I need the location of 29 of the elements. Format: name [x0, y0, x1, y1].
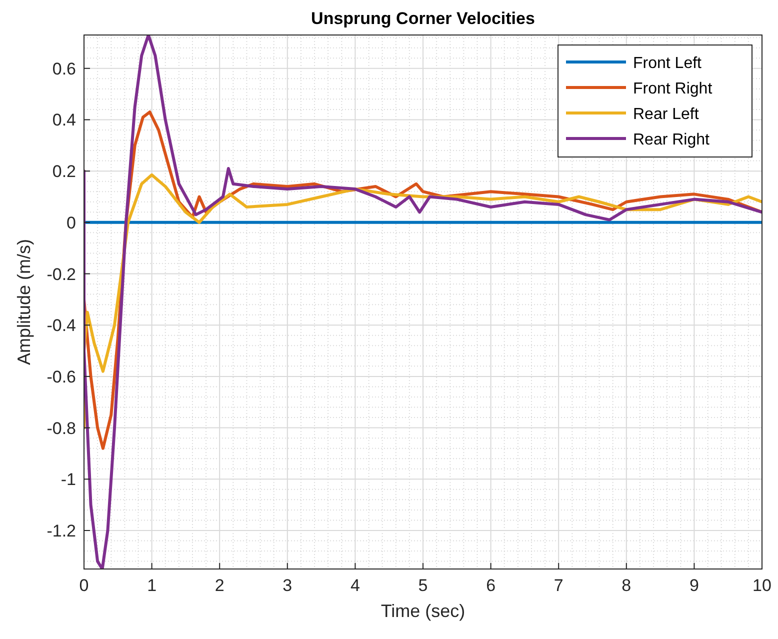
legend-label: Rear Right	[633, 132, 710, 148]
y-tick-label: -1.2	[46, 521, 76, 540]
legend-label: Rear Left	[633, 106, 700, 123]
x-tick-label: 3	[282, 576, 292, 595]
y-tick-label: -0.8	[46, 418, 76, 438]
line-series	[84, 35, 762, 569]
x-axis-title: Time (sec)	[380, 601, 466, 621]
y-tick-label: 0.6	[52, 59, 76, 78]
x-tick-label: 2	[214, 576, 224, 595]
y-tick-label: 0.4	[52, 110, 76, 130]
x-tick-label: 5	[418, 576, 428, 595]
x-tick-label: 0	[79, 576, 89, 595]
y-tick-label: -0.2	[46, 264, 76, 284]
legend-label: Front Right	[633, 80, 713, 98]
x-tick-label: 6	[486, 576, 496, 595]
x-tick-label: 8	[622, 576, 632, 595]
x-tick-label: 7	[554, 576, 564, 595]
y-tick-label: -0.6	[46, 367, 76, 386]
x-tick-label: 9	[689, 576, 699, 595]
x-tick-label: 10	[752, 576, 772, 595]
chart-title: Unsprung Corner Velocities	[311, 9, 535, 28]
x-tick-label: 1	[147, 576, 157, 595]
y-tick-label: -0.4	[46, 316, 76, 336]
y-tick-label: -1	[60, 470, 76, 490]
x-tick-label: 4	[350, 576, 360, 595]
y-tick-label: 0	[66, 213, 76, 232]
legend-label: Front Left	[633, 55, 702, 72]
y-axis-title: Amplitude (m/s)	[14, 238, 34, 366]
y-tick-label: 0.2	[52, 162, 76, 182]
